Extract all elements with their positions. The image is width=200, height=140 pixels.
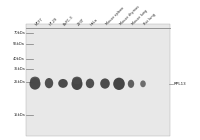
Text: Rat lung: Rat lung — [143, 13, 156, 26]
Ellipse shape — [45, 78, 53, 88]
Text: Mouse thymus: Mouse thymus — [119, 5, 140, 26]
Ellipse shape — [113, 78, 125, 90]
Ellipse shape — [30, 77, 40, 84]
Text: Mouse spleen: Mouse spleen — [105, 6, 125, 26]
Ellipse shape — [128, 80, 134, 88]
Text: 40kDa: 40kDa — [13, 57, 25, 61]
Text: 70kDa: 70kDa — [13, 31, 25, 35]
Ellipse shape — [140, 80, 146, 87]
Ellipse shape — [72, 78, 83, 90]
Ellipse shape — [30, 78, 40, 90]
Text: 15kDa: 15kDa — [13, 113, 25, 117]
Text: 293T: 293T — [77, 17, 86, 26]
Text: RPL13: RPL13 — [174, 82, 187, 86]
Text: HeLa: HeLa — [90, 17, 99, 26]
Ellipse shape — [86, 79, 94, 88]
Ellipse shape — [100, 78, 110, 89]
Ellipse shape — [58, 79, 68, 88]
Text: 35kDa: 35kDa — [13, 67, 25, 71]
Text: MCF7: MCF7 — [35, 17, 45, 26]
Ellipse shape — [72, 77, 82, 84]
Text: 25kDa: 25kDa — [13, 80, 25, 84]
Text: 55kDa: 55kDa — [13, 42, 25, 46]
Text: Mouse lung: Mouse lung — [131, 9, 148, 26]
Text: BxPC-3: BxPC-3 — [63, 15, 75, 26]
Text: HT-29: HT-29 — [49, 16, 59, 26]
FancyBboxPatch shape — [26, 24, 170, 136]
